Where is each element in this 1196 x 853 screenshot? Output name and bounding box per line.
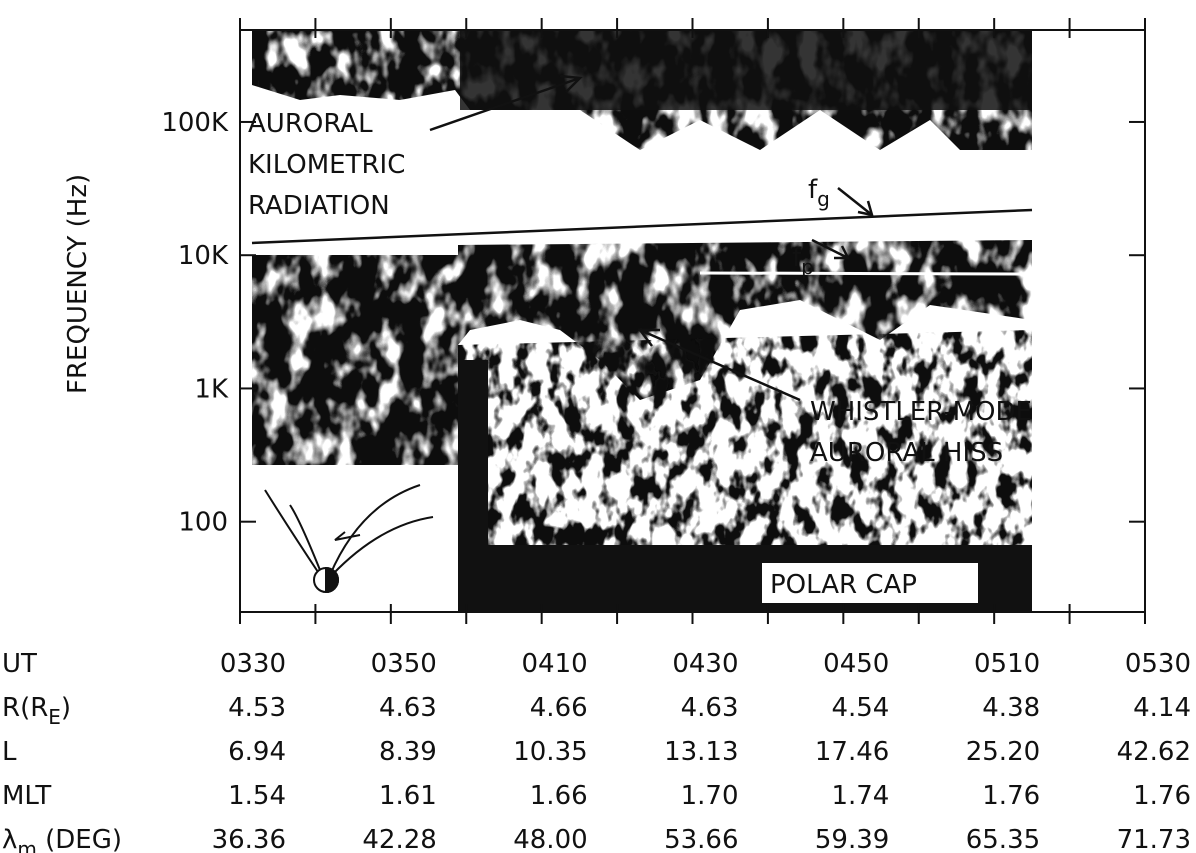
table-cell: 42.28 [362, 825, 436, 853]
table-cell: 4.53 [228, 693, 286, 723]
table-cell: 8.39 [379, 737, 437, 767]
row-label-text: λ [2, 825, 17, 853]
row-label-text: L [2, 737, 17, 767]
table-cell: 71.73 [1117, 825, 1191, 853]
y-tick-label: 100 [178, 508, 228, 538]
row-label-after: (DEG) [37, 825, 122, 853]
table-cell: 1.76 [982, 781, 1040, 811]
table-cell: 4.63 [681, 693, 739, 723]
fg-label: fg [808, 175, 830, 211]
fp-label: fp [792, 243, 814, 279]
polar-cap-label: POLAR CAP [770, 570, 917, 600]
table-cell: 65.35 [966, 825, 1040, 853]
table-cell: 0350 [371, 649, 437, 679]
row-label-text: MLT [2, 781, 51, 811]
row-label-text: R(R [2, 693, 48, 723]
table-cell: 4.14 [1133, 693, 1191, 723]
table-cell: 0330 [220, 649, 286, 679]
y-tick-label: 100K [161, 108, 229, 138]
fg-label-sub: g [817, 187, 830, 211]
row-label-after: ) [61, 693, 71, 723]
table-cell: 1.70 [681, 781, 739, 811]
table-cell: 48.00 [513, 825, 587, 853]
hiss-label: AURORAL HISS [810, 438, 1003, 468]
table-cell: 1.74 [831, 781, 889, 811]
row-label: R(RE) [2, 693, 71, 729]
akr-label: RADIATION [248, 191, 390, 221]
hiss-label: WHISTLER-MODE [810, 397, 1032, 427]
table-cell: 13.13 [664, 737, 738, 767]
table-cell: 1.76 [1133, 781, 1191, 811]
y-tick-label: 10K [178, 241, 229, 271]
table-cell: 1.54 [228, 781, 286, 811]
annotations: AURORAL KILOMETRIC RADIATION WHISTLER-MODE A… [248, 109, 1032, 600]
fp-label-text: f [792, 243, 802, 273]
fg-label-text: f [808, 175, 818, 205]
row-label: L [2, 737, 17, 767]
table-cell: 1.61 [379, 781, 437, 811]
y-axis-label: FREQUENCY (Hz) [63, 174, 93, 394]
akr-label: AURORAL [248, 109, 373, 139]
table-cell: 17.46 [815, 737, 889, 767]
table-cell: 0530 [1125, 649, 1191, 679]
arrows [429, 74, 874, 402]
spectrogram-image [251, 30, 1033, 612]
table-cell: 0410 [521, 649, 587, 679]
table-cell: 0430 [672, 649, 738, 679]
table-cell: 53.66 [664, 825, 738, 853]
table-cell: 0510 [974, 649, 1040, 679]
table-cell: 25.20 [966, 737, 1040, 767]
table-cell: 4.63 [379, 693, 437, 723]
table-cell: 4.38 [982, 693, 1040, 723]
table-cell: 4.66 [530, 693, 588, 723]
fp-label-sub: p [801, 255, 814, 279]
row-label-sub: m [17, 837, 36, 853]
y-tick-label: 1K [194, 374, 229, 404]
table-cell: 42.62 [1117, 737, 1191, 767]
table-cell: 0450 [823, 649, 889, 679]
row-label-text: UT [2, 649, 37, 679]
inset-sketch [264, 484, 434, 594]
table-cell: 36.36 [212, 825, 286, 853]
row-label-sub: E [48, 705, 61, 729]
row-label: MLT [2, 781, 51, 811]
row-label: λm (DEG) [2, 825, 122, 853]
row-label: UT [2, 649, 37, 679]
akr-label: KILOMETRIC [248, 150, 405, 180]
ephemeris-table: UT 0330 0350 0410 0430 0450 0510 0530 R(RE) 4.53 4… [2, 649, 1191, 853]
table-cell: 59.39 [815, 825, 889, 853]
table-cell: 1.66 [530, 781, 588, 811]
table-cell: 10.35 [513, 737, 587, 767]
table-cell: 6.94 [228, 737, 286, 767]
ticks: 100 1K 10K 100K [161, 18, 1146, 624]
table-cell: 4.54 [831, 693, 889, 723]
